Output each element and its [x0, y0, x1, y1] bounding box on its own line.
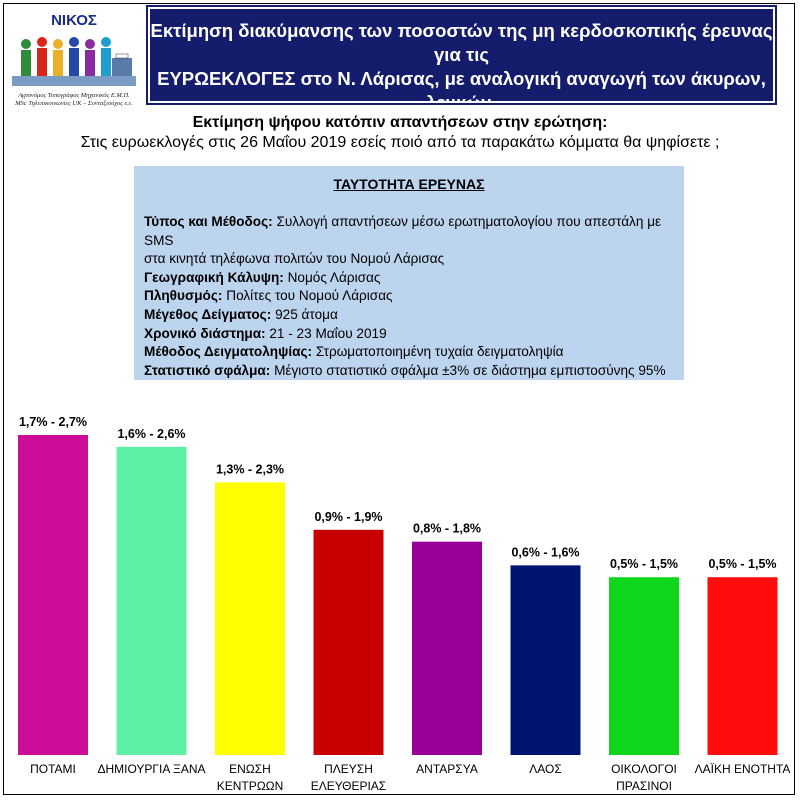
bar-1 [116, 446, 187, 755]
bar-chart: 1,7% - 2,7% ΠΟΤΑΜΙ 1,6% - 2,6% ΔΗΜΙΟΥΡΓΙΑ Ξ… [18, 415, 791, 793]
category-label-3-1: ΕΛΕΥΘΕΡΙΑΣ [311, 779, 386, 793]
ballot-people-icon [12, 32, 136, 90]
data-label-5: 0,6% - 1,6% [511, 545, 579, 559]
category-label-3-0: ΠΛΕΥΣΗ [324, 762, 373, 776]
page-frame [3, 3, 795, 795]
category-label-4-0: ΑΝΤΑΡΣΥΑ [416, 762, 478, 776]
bar-5 [510, 565, 581, 755]
data-label-0: 1,7% - 2,7% [19, 415, 87, 429]
logo-caption-2: MSc Τηλεπικοινωνίες UK – Συνταξιούχος ε.… [15, 100, 133, 107]
survey-error: Στατιστικό σφάλμα: Μέγιστο στατιστικό σφ… [144, 362, 666, 378]
bar-4 [412, 541, 482, 755]
survey-type: Τύπος και Μέθοδος: Συλλογή απαντήσεων μέ… [144, 214, 662, 248]
category-label-6-1: ΠΡΑΣΙΝΟΙ [616, 779, 672, 793]
bar-3 [313, 529, 384, 755]
data-label-7: 0,5% - 1,5% [708, 557, 776, 571]
title-line-3: αποχής και αναποφάσιστων [336, 116, 587, 137]
data-label-3: 0,9% - 1,9% [314, 510, 382, 524]
survey-type-cont: στα κινητά τηλέφωνα πολιτών του Νομού Λά… [144, 251, 445, 267]
category-label-2-1: ΚΕΝΤΡΩΩΝ [217, 779, 284, 793]
category-label-7-0: ΛΑΪΚΗ ΕΝΟΤΗΤΑ [695, 762, 791, 776]
bar-7 [707, 577, 778, 755]
title-line-1: Εκτίμηση διακύμανσης των ποσοστών της μη… [150, 20, 773, 65]
survey-period: Χρονικό διάστημα: 21 - 23 Μαΐου 2019 [144, 325, 387, 341]
bar-0 [18, 435, 88, 755]
bar-2 [215, 482, 285, 755]
survey-coverage: Γεωγραφική Κάλυψη: Νομός Λάρισας [144, 269, 381, 285]
survey-info-lines: Τύπος και Μέθοδος: Συλλογή απαντήσεων μέ… [144, 213, 684, 380]
bar-6 [609, 577, 679, 755]
category-label-2-0: ΕΝΩΣΗ [229, 762, 271, 776]
question-title: Εκτίμηση ψήφου κατόπιν απαντήσεων στην ε… [192, 114, 608, 131]
data-label-6: 0,5% - 1,5% [610, 557, 678, 571]
survey-sample: Μέγεθος Δείγματος: 925 άτομα [144, 306, 338, 322]
data-label-1: 1,6% - 2,6% [117, 427, 185, 441]
category-label-1-0: ΔΗΜΙΟΥΡΓΙΑ ΞΑΝΑ [97, 762, 205, 776]
question-text: Στις ευρωεκλογές στις 26 Μαΐου 2019 εσεί… [80, 134, 720, 151]
page-title: Εκτίμηση διακύμανσης των ποσοστών της μη… [146, 5, 777, 137]
logo-caption-1: Αγρονόμος Τοπογράφος Μηχανικός Ε.Μ.Π. [18, 92, 130, 99]
category-label-6-0: ΟΙΚΟΛΟΓΟΙ [611, 762, 677, 776]
category-label-0-0: ΠΟΤΑΜΙ [30, 762, 76, 776]
data-label-2: 1,3% - 2,3% [216, 462, 284, 476]
data-label-4: 0,8% - 1,8% [413, 522, 481, 536]
title-line-2: ΕΥΡΩΕΚΛΟΓΕΣ στο Ν. Λάρισας, με αναλογική… [157, 68, 766, 113]
survey-info-title: ΤΑΥΤΟΤΗΤΑ ΕΡΕΥΝΑΣ [333, 176, 485, 192]
survey-population: Πληθυσμός: Πολίτες του Νομού Λάρισας [144, 288, 393, 304]
survey-info-box: ΤΑΥΤΟΤΗΤΑ ΕΡΕΥΝΑΣ Τύπος και Μέθοδος: Συλ… [134, 166, 684, 380]
category-label-5-0: ΛΑΟΣ [529, 762, 562, 776]
survey-sampling: Μέθοδος Δειγματοληψίας: Στρωματοποιημένη… [144, 344, 564, 360]
logo: ΝΙΚΟΣ ΚΑΡΔΟΥΛΑΣ Αγρονόμος Τοπογράφος Μηχ… [4, 4, 144, 107]
